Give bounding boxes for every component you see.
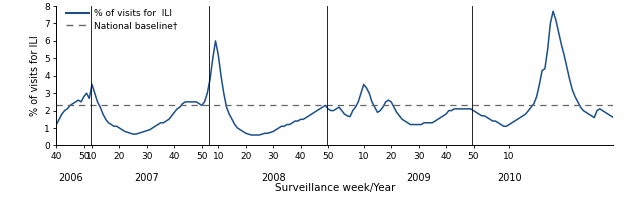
Text: 2007: 2007 (135, 173, 159, 183)
% of visits for  ILI (467, 108, 475, 110)
Text: 2006: 2006 (58, 173, 83, 183)
% of visits for  ILI (53, 123, 60, 126)
% of visits for  ILI (201, 101, 208, 103)
% of visits for  ILI (550, 10, 557, 13)
National baseline† (53, 104, 60, 107)
Text: 2009: 2009 (406, 173, 431, 183)
% of visits for  ILI (336, 106, 343, 108)
% of visits for  ILI (247, 134, 255, 136)
% of visits for  ILI (346, 116, 354, 118)
X-axis label: Surveillance week/Year: Surveillance week/Year (275, 183, 395, 193)
% of visits for  ILI (610, 116, 617, 119)
Text: 2010: 2010 (497, 173, 521, 183)
National baseline† (55, 104, 63, 107)
Text: 2008: 2008 (261, 173, 285, 183)
Y-axis label: % of visits for ILI: % of visits for ILI (30, 35, 40, 116)
% of visits for  ILI (113, 125, 120, 127)
% of visits for  ILI (146, 128, 153, 131)
Line: % of visits for  ILI: % of visits for ILI (56, 11, 613, 135)
Legend: % of visits for  ILI, National baseline†: % of visits for ILI, National baseline† (66, 9, 177, 30)
